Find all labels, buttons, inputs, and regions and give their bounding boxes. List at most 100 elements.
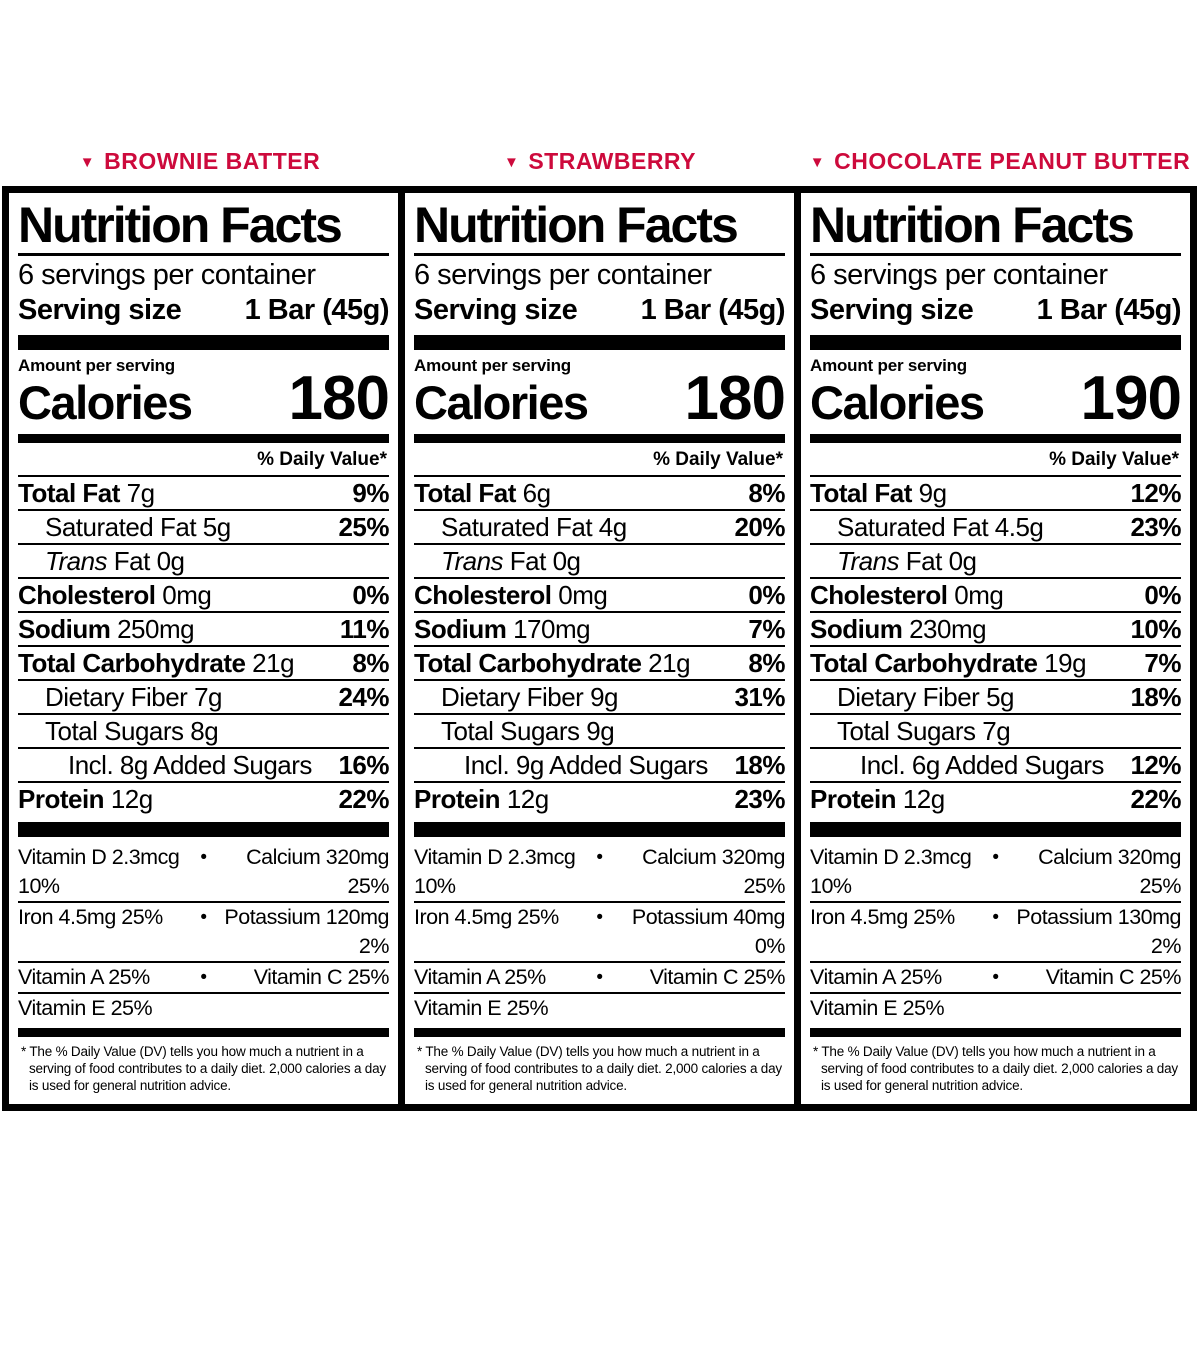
triangle-down-icon: ▼ [79, 154, 96, 171]
nutrient-daily-value: 0% [1144, 579, 1181, 610]
nutrient-name: Incl. 9g Added Sugars [464, 749, 708, 780]
nutrient-name-and-amount: Incl. 9g Added Sugars [414, 749, 734, 781]
divider [18, 433, 389, 443]
nutrient-row: Cholesterol 0mg 0% [414, 576, 785, 611]
vitamin-left-value: Iron 4.5mg 25% [414, 904, 559, 929]
nutrient-row: Protein 12g 23% [414, 780, 785, 815]
nutrient-name: Protein [414, 783, 501, 814]
nutrient-name: Dietary Fiber [45, 681, 188, 712]
vitamin-rows: Vitamin D 2.3mcg 10% • Calcium 320mg 25% Ir… [810, 843, 1181, 1023]
nutrient-rows: Total Fat 7g 9% Saturated Fat 5g 25% Trans F… [18, 474, 390, 815]
nutrient-name: Cholesterol [810, 579, 948, 610]
nutrient-name-and-amount: Trans Fat 0g [18, 545, 389, 577]
nutrient-name: Sodium [18, 613, 111, 644]
nutrient-name: Dietary Fiber [441, 681, 584, 712]
nutrient-row: Saturated Fat 5g 25% [18, 508, 389, 543]
calories-label: Calories [18, 375, 193, 429]
vitamin-row: Vitamin E 25% [18, 991, 390, 1023]
vitamin-row: Iron 4.5mg 25% • Potassium 40mg 0% [414, 900, 785, 961]
nutrient-name: Protein [810, 783, 897, 814]
vitamin-left-value: Iron 4.5mg 25% [810, 904, 955, 929]
nutrient-daily-value: 25% [338, 511, 389, 542]
calories-row: Calories 190 [810, 363, 1182, 433]
nutrient-name: Trans Fat [45, 545, 150, 576]
nutrient-row: Incl. 8g Added Sugars 16% [18, 746, 389, 781]
nutrient-row: Total Fat 9g 12% [810, 474, 1181, 509]
nutrient-name-and-amount: Cholesterol 0mg [18, 579, 352, 611]
nutrient-row: Trans Fat 0g [18, 542, 389, 577]
vitamin-row: Vitamin A 25% • Vitamin C 25% [810, 960, 1181, 992]
nutrient-daily-value: 22% [1130, 783, 1181, 814]
calories-row: Calories 180 [414, 363, 786, 433]
nutrient-row: Total Fat 7g 9% [18, 474, 389, 509]
nutrient-row: Total Carbohydrate 21g 8% [18, 644, 389, 679]
nutrient-daily-value: 8% [352, 647, 389, 678]
nutrient-name-and-amount: Total Fat 7g [18, 477, 352, 509]
calories-value: 190 [1080, 363, 1182, 433]
divider [18, 821, 389, 837]
nutrient-row: Incl. 6g Added Sugars 12% [810, 746, 1181, 781]
nutrient-name-and-amount: Saturated Fat 5g [18, 511, 338, 543]
nutrient-row: Saturated Fat 4g 20% [414, 508, 785, 543]
nutrient-name-and-amount: Dietary Fiber 9g [414, 681, 734, 713]
nutrient-daily-value: 7% [1144, 647, 1181, 678]
nutrient-name-and-amount: Sodium 230mg [810, 613, 1130, 645]
nutrient-daily-value: 24% [338, 681, 389, 712]
nutrient-name: Trans Fat [837, 545, 942, 576]
nutrient-name: Dietary Fiber [837, 681, 980, 712]
nutrient-amount: 6g [522, 477, 551, 508]
daily-value-footnote: * The % Daily Value (DV) tells you how m… [417, 1043, 782, 1093]
divider [18, 253, 389, 256]
serving-size-row: Serving size 1 Bar (45g) [810, 294, 1182, 327]
servings-per-container: 6 servings per container [18, 259, 316, 291]
calories-row: Calories 180 [18, 367, 390, 429]
calories-value: 180 [684, 363, 786, 433]
nutrient-name: Sodium [810, 613, 903, 644]
bullet-icon: • [596, 906, 603, 928]
nutrient-name: Total Carbohydrate [18, 647, 246, 678]
divider [810, 334, 1181, 350]
nutrient-name-and-amount: Protein 12g [810, 783, 1130, 815]
vitamin-left-value: Vitamin A 25% [810, 964, 942, 989]
vitamin-row: Vitamin D 2.3mcg 10% • Calcium 320mg 25% [810, 843, 1181, 901]
serving-size-value: 1 Bar (45g) [244, 294, 390, 327]
nutrient-daily-value: 8% [748, 647, 785, 678]
nutrient-row: Dietary Fiber 9g 31% [414, 678, 785, 713]
bullet-icon: • [596, 846, 603, 868]
serving-size-label: Serving size [18, 294, 182, 327]
nutrient-daily-value: 12% [1130, 477, 1181, 508]
nutrient-daily-value: 18% [1130, 681, 1181, 712]
nutrient-amount: 5g [986, 681, 1014, 712]
vitamin-row: Iron 4.5mg 25% • Potassium 120mg 2% [18, 900, 389, 961]
flavor-title-chocolate-peanut-butter: ▼ CHOCOLATE PEANUT BUTTER [800, 148, 1200, 175]
bullet-icon: • [200, 846, 207, 868]
vitamin-right-value [217, 994, 390, 1023]
nutrient-row: Total Sugars 8g [18, 712, 389, 747]
nutrient-row: Sodium 170mg 7% [414, 610, 785, 645]
vitamin-rows: Vitamin D 2.3mcg 10% • Calcium 320mg 25% Ir… [414, 843, 785, 1023]
nutrient-name: Incl. 8g Added Sugars [68, 749, 312, 780]
nutrient-name: Cholesterol [414, 579, 552, 610]
bullet-icon: • [992, 906, 999, 928]
nutrient-row: Protein 12g 22% [810, 780, 1181, 815]
nutrition-panels: Nutrition Facts 6 servings per container… [2, 186, 1198, 1111]
vitamin-left-value: Iron 4.5mg 25% [18, 904, 163, 929]
nutrient-daily-value: 31% [734, 681, 785, 712]
nutrient-daily-value: 22% [338, 783, 389, 814]
nutrient-name: Sodium [414, 613, 507, 644]
bullet-icon: • [992, 846, 999, 868]
nutrient-name: Total Fat [18, 477, 120, 508]
serving-size-value: 1 Bar (45g) [1036, 294, 1182, 327]
nutrient-name: Trans Fat [441, 545, 546, 576]
nutrient-daily-value: 18% [734, 749, 785, 780]
vitamin-right-value: Vitamin C 25% [649, 964, 786, 989]
serving-size-value: 1 Bar (45g) [640, 294, 786, 327]
divider [18, 1027, 389, 1037]
vitamin-left-value: Vitamin E 25% [18, 995, 153, 1020]
vitamin-left-value: Vitamin A 25% [414, 964, 546, 989]
nutrient-amount: 0mg [954, 579, 1004, 610]
nutrient-amount: 12g [506, 783, 549, 814]
nutrient-name-and-amount: Total Sugars 8g [18, 715, 389, 747]
divider [18, 334, 389, 350]
serving-size-label: Serving size [810, 294, 974, 327]
